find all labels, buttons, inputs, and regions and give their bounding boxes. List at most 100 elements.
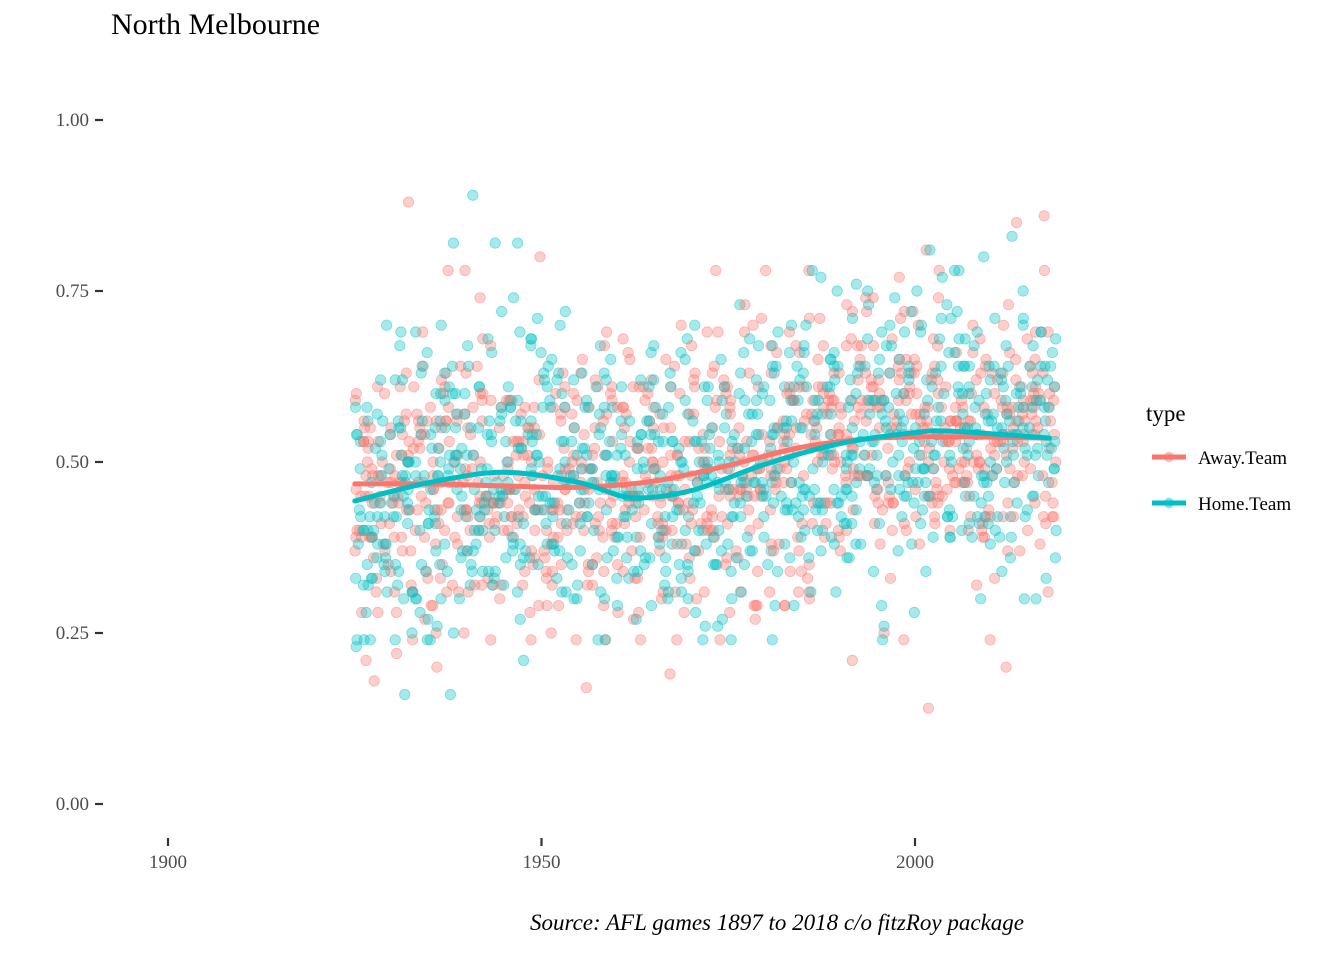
home-team-point [635,374,647,386]
away-team-point [847,463,860,475]
home-team-point [1030,394,1042,406]
away-team-point [652,517,664,530]
away-team-point [938,456,950,468]
away-team-point [748,490,761,502]
home-team-point [861,470,873,482]
away-team-point [517,449,530,461]
away-team-point [449,531,461,543]
home-team-point [909,463,922,475]
home-team-point [890,387,902,400]
home-team-point [766,428,778,441]
away-team-point [867,340,880,352]
away-team-point [847,504,859,516]
home-team-point [372,538,384,550]
home-team-point [1045,442,1057,454]
away-team-point [523,422,535,434]
away-team-point [861,394,873,406]
away-team-point [396,449,408,461]
home-team-point [735,511,747,523]
away-team-point [517,511,529,523]
home-team-point [880,422,892,434]
home-team-point [1004,511,1017,523]
away-team-point [517,579,529,591]
home-team-point [832,360,844,372]
away-team-point [973,456,985,468]
home-team-point [812,497,824,509]
away-team-point [932,374,944,386]
away-team-point [367,552,380,564]
away-team-point [724,408,736,420]
home-team-point [707,531,719,543]
away-team-point [1032,422,1044,434]
home-team-point [474,511,486,523]
away-team-point [407,442,419,454]
away-team-point [606,435,619,448]
away-team-point [688,374,700,386]
home-team-point [354,435,366,448]
away-team-point [725,394,737,406]
away-team-point [716,511,728,523]
away-team-point [933,264,945,277]
away-team-point [840,476,852,489]
away-team-point [606,517,618,530]
away-team-point [546,565,559,578]
home-team-point [944,531,956,543]
away-team-point [538,545,550,557]
away-team-point [1029,497,1041,509]
home-team-point [924,490,936,502]
home-team-point [544,394,556,406]
away-team-point [402,456,414,468]
away-team-point [680,538,692,550]
away-team-point [741,476,753,489]
home-team-point [448,456,460,468]
home-team-point [482,333,494,345]
home-team-point [1013,415,1025,427]
home-team-point [515,442,527,454]
home-team-point [371,552,383,564]
away-team-point [592,511,605,523]
away-team-point [979,360,992,372]
home-team-point [611,599,624,612]
away-team-point [962,415,975,427]
away-team-point [777,415,790,427]
away-team-point [485,340,497,352]
away-team-point [372,435,384,448]
home-team-point [1019,511,1031,523]
home-team-point [734,497,746,509]
home-team-point [806,264,818,277]
away-team-point [660,353,672,365]
away-team-point [458,627,470,639]
home-team-point [933,333,946,345]
away-team-point [408,381,420,393]
home-team-point [775,490,787,502]
home-team-point [968,340,980,352]
away-team-point [915,449,928,461]
home-team-point [422,517,435,530]
home-team-point [978,251,990,263]
away-team-point [435,422,448,434]
home-team-point [893,483,906,495]
away-team-point [759,264,772,277]
home-team-point [358,524,370,537]
away-team-point [1010,415,1023,427]
away-team-point [785,476,797,489]
home-team-point [538,504,550,516]
away-team-point [692,545,705,557]
away-team-point [419,428,431,441]
away-team-point [750,599,762,612]
away-team-point [1047,497,1059,509]
home-team-point [903,367,915,379]
home-team-point [847,449,859,461]
away-team-point [419,613,431,625]
away-team-point [507,435,519,448]
away-team-point [689,367,701,379]
away-team-point [751,599,763,612]
home-team-point [410,593,422,605]
home-team-point [410,593,423,605]
away-team-point [566,456,578,468]
away-team-point [774,463,786,475]
home-team-point [590,381,602,393]
home-team-point [786,504,799,516]
home-team-point [825,531,838,543]
away-team-point [493,422,505,434]
